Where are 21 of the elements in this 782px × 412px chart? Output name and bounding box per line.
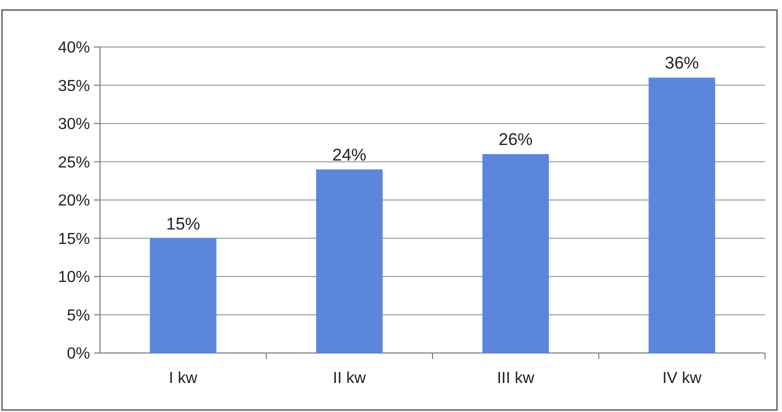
data-label: 24% bbox=[332, 145, 366, 164]
bar bbox=[482, 154, 549, 353]
x-tick-label: IV kw bbox=[662, 370, 702, 387]
y-tick-label: 0% bbox=[66, 346, 90, 363]
y-tick-label: 40% bbox=[58, 40, 90, 57]
x-tick-label: I kw bbox=[168, 370, 198, 387]
data-label: 15% bbox=[166, 214, 200, 234]
y-tick-label: 35% bbox=[58, 78, 90, 95]
y-tick-label: 20% bbox=[58, 192, 90, 210]
data-label: 26% bbox=[498, 130, 533, 150]
y-tick-label: 25% bbox=[58, 154, 90, 172]
x-tick-label: II kw bbox=[332, 370, 366, 387]
y-tick-label: 10% bbox=[58, 269, 90, 286]
bar bbox=[648, 78, 716, 353]
y-tick-label: 15% bbox=[58, 230, 90, 248]
x-tick-label: III kw bbox=[496, 370, 535, 387]
data-label: 36% bbox=[664, 54, 699, 73]
y-tick-label: 30% bbox=[58, 116, 90, 134]
bar bbox=[316, 169, 383, 353]
y-tick-label: 5% bbox=[66, 307, 90, 324]
bar bbox=[150, 238, 216, 353]
